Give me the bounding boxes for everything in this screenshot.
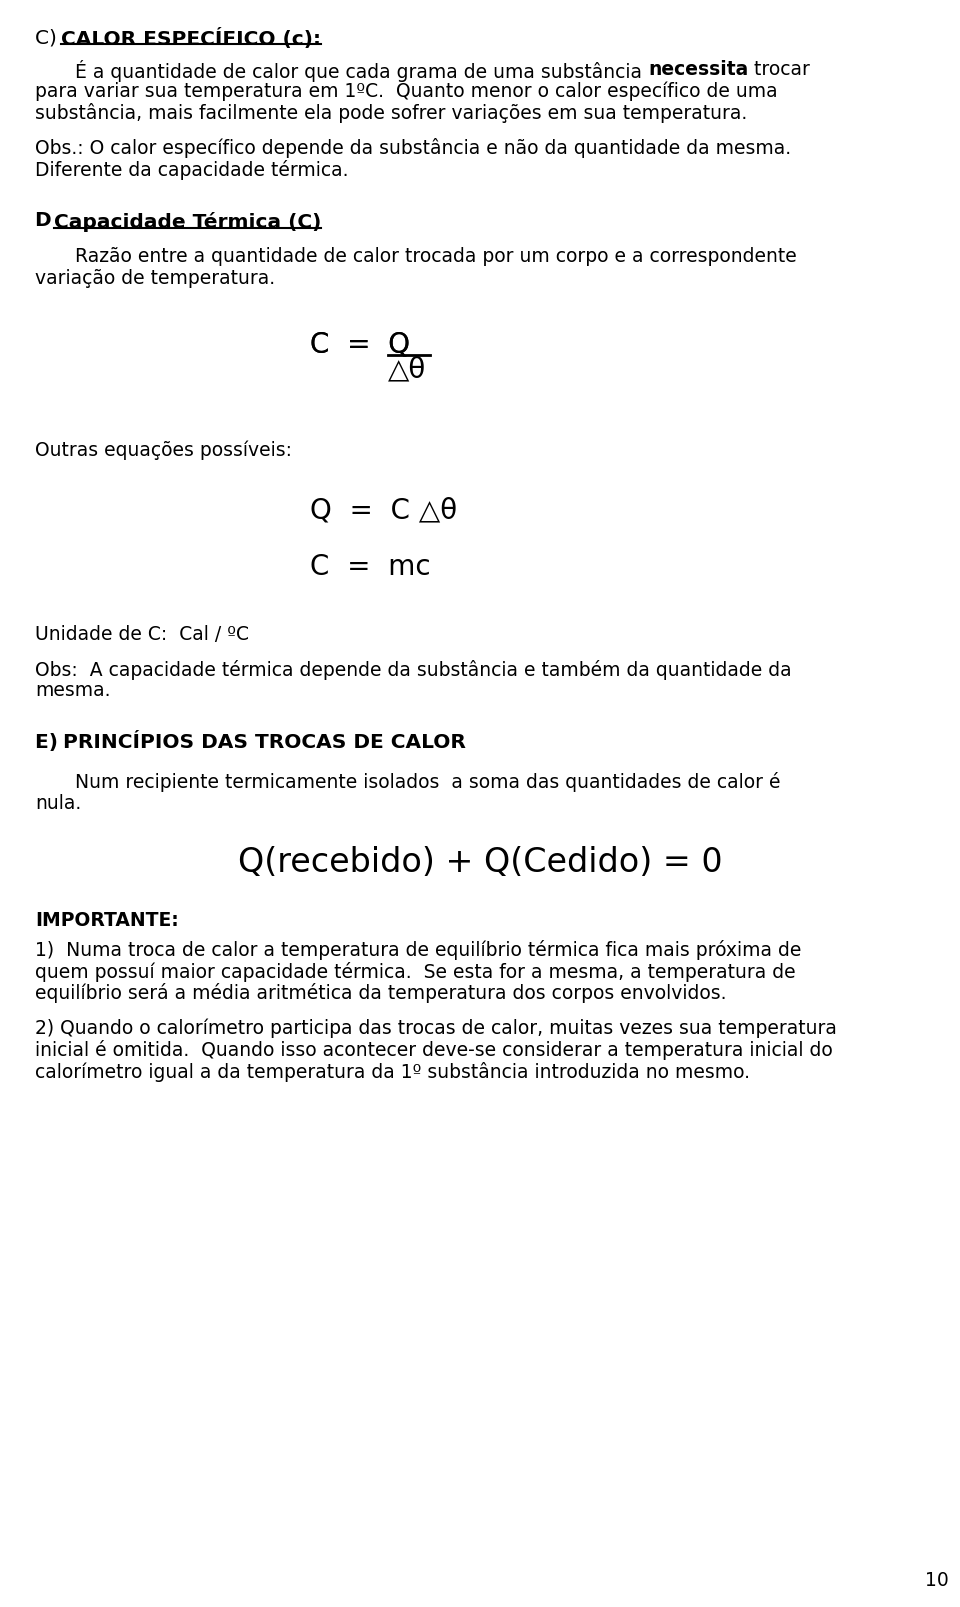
Text: mesma.: mesma. (35, 681, 110, 701)
Text: variação de temperatura.: variação de temperatura. (35, 268, 276, 288)
Text: △θ: △θ (388, 355, 426, 382)
Text: 1)  Numa troca de calor a temperatura de equilíbrio térmica fica mais próxima de: 1) Numa troca de calor a temperatura de … (35, 940, 802, 959)
Text: 10: 10 (925, 1570, 948, 1589)
Text: IMPORTANTE:: IMPORTANTE: (35, 910, 179, 929)
Text: Unidade de C:  Cal / ºC: Unidade de C: Cal / ºC (35, 624, 249, 643)
Text: substância, mais facilmente ela pode sofrer variações em sua temperatura.: substância, mais facilmente ela pode sof… (35, 103, 747, 122)
Text: Obs:  A capacidade térmica depende da substância e também da quantidade da: Obs: A capacidade térmica depende da sub… (35, 659, 792, 680)
Text: equilíbrio será a média aritmética da temperatura dos corpos envolvidos.: equilíbrio será a média aritmética da te… (35, 982, 727, 1003)
Text: Razão entre a quantidade de calor trocada por um corpo e a correspondente: Razão entre a quantidade de calor trocad… (75, 247, 797, 265)
Text: É a quantidade de calor que cada grama de uma substância: É a quantidade de calor que cada grama d… (75, 59, 648, 82)
Text: 2) Quando o calorímetro participa das trocas de calor, muitas vezes sua temperat: 2) Quando o calorímetro participa das tr… (35, 1017, 837, 1038)
Text: Obs.: O calor específico depende da substância e não da quantidade da mesma.: Obs.: O calor específico depende da subs… (35, 138, 791, 159)
Text: Capacidade Térmica (C): Capacidade Térmica (C) (54, 212, 322, 231)
Text: Outras equações possíveis:: Outras equações possíveis: (35, 440, 292, 460)
Text: CALOR ESPECÍFICO (c):: CALOR ESPECÍFICO (c): (61, 27, 321, 48)
Text: C  =  mc: C = mc (310, 553, 431, 580)
Text: calorímetro igual a da temperatura da 1º substância introduzida no mesmo.: calorímetro igual a da temperatura da 1º… (35, 1061, 750, 1082)
Text: trocar: trocar (748, 59, 810, 79)
Text: inicial é omitida.  Quando isso acontecer deve-se considerar a temperatura inici: inicial é omitida. Quando isso acontecer… (35, 1040, 832, 1059)
Text: Q(recebido) + Q(Cedido) = 0: Q(recebido) + Q(Cedido) = 0 (238, 845, 722, 877)
Text: C  =  Q: C = Q (310, 329, 410, 358)
Text: D: D (35, 212, 59, 230)
Text: nula.: nula. (35, 794, 82, 813)
Text: para variar sua temperatura em 1ºC.  Quanto menor o calor específico de uma: para variar sua temperatura em 1ºC. Quan… (35, 82, 778, 101)
Text: quem possuí maior capacidade térmica.  Se esta for a mesma, a temperatura de: quem possuí maior capacidade térmica. Se… (35, 961, 796, 980)
Text: Q  =  C △θ: Q = C △θ (310, 497, 457, 524)
Text: C  =  Q: C = Q (310, 329, 410, 358)
Text: necessita: necessita (648, 59, 748, 79)
Text: PRINCÍPIOS DAS TROCAS DE CALOR: PRINCÍPIOS DAS TROCAS DE CALOR (63, 733, 466, 752)
Text: E): E) (35, 733, 65, 752)
Text: Num recipiente termicamente isolados  a soma das quantidades de calor é: Num recipiente termicamente isolados a s… (75, 771, 780, 792)
Text: Diferente da capacidade térmica.: Diferente da capacidade térmica. (35, 161, 348, 180)
Text: C): C) (35, 27, 63, 47)
